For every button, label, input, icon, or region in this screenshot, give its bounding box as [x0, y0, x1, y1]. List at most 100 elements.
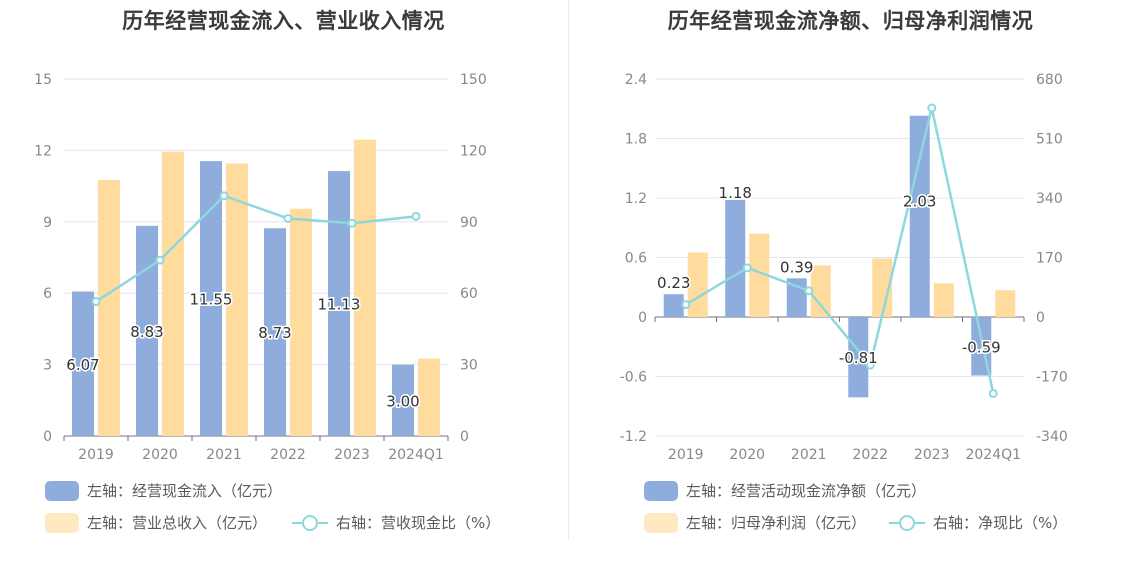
bar-secondary: [933, 283, 954, 317]
bar-secondary: [749, 233, 770, 317]
line-series: [685, 107, 995, 394]
x-tick-label: 2023: [914, 447, 950, 463]
x-tick-label: 2022: [270, 447, 306, 463]
legend-line-marker: [889, 513, 925, 533]
x-tick-label: 2019: [668, 447, 704, 463]
bar-secondary: [290, 208, 312, 436]
x-tick-label: 2023: [334, 447, 370, 463]
legend-swatch-orange: [644, 512, 678, 533]
chart-title: 历年经营现金流净额、归母净利润情况: [667, 9, 1034, 33]
y-right-tick-label: 0: [460, 429, 469, 445]
y-left-tick-label: 1.2: [625, 191, 647, 207]
data-label: 2.03: [903, 192, 936, 210]
y-right-tick-label: 30: [460, 358, 478, 374]
y-left-tick-label: -0.6: [620, 370, 647, 386]
data-label: 8.83: [130, 323, 163, 341]
bar-secondary: [162, 151, 184, 436]
data-label: -0.59: [962, 338, 1001, 356]
y-left-tick-label: -1.2: [620, 429, 647, 445]
x-tick-label: 2022: [852, 447, 888, 463]
y-right-tick-label: -340: [1036, 429, 1068, 445]
bar-primary: [264, 228, 286, 436]
data-label: 11.13: [318, 296, 361, 314]
line-point: [411, 211, 421, 221]
panel-divider: [568, 0, 569, 540]
y-left-tick-label: 3: [43, 358, 52, 374]
legend-swatch-blue: [644, 480, 678, 501]
legend-label: 左轴：归母净利润（亿元）: [686, 514, 867, 532]
line-point: [927, 103, 937, 113]
y-right-tick-label: 150: [460, 72, 487, 88]
bar-primary: [72, 291, 94, 436]
y-right-tick-label: 120: [460, 143, 487, 159]
chart-right-plot: -1.2 -340 -0.6 -170 0 0 0.6 170 1.2 340 1.8 510 2.4 6…: [620, 72, 1068, 463]
y-left-tick-label: 15: [34, 72, 52, 88]
y-left-tick-label: 1.8: [625, 132, 647, 148]
legend-item-cash-inflow[interactable]: 左轴：经营现金流入（亿元）: [45, 480, 282, 501]
bar-secondary: [687, 252, 708, 317]
y-left-tick-label: 9: [43, 215, 52, 231]
y-left-tick-label: 12: [34, 143, 52, 159]
legend-item-ratio[interactable]: 右轴：营收现金比（%）: [292, 512, 500, 533]
legend-label: 左轴：经营活动现金流净额（亿元）: [686, 482, 927, 500]
bar-secondary: [995, 290, 1016, 317]
bar-secondary: [354, 139, 376, 436]
x-tick-label: 2020: [729, 447, 765, 463]
data-label: 3.00: [386, 392, 419, 410]
legend-item-net-profit[interactable]: 左轴：归母净利润（亿元）: [644, 512, 866, 533]
line-point: [804, 286, 814, 296]
chart-left-plot: 0 0 3 30 6 60 9 90 12 120 15 150 2019 2020 2021 2022 202…: [34, 72, 487, 463]
y-right-tick-label: 170: [1036, 251, 1063, 267]
data-label: 11.55: [190, 291, 233, 309]
bar-secondary: [418, 358, 440, 436]
chart-title: 历年经营现金流入、营业收入情况: [122, 9, 445, 33]
chart-left: 历年经营现金流入、营业收入情况 0 0 3 30 6 60 9 90 12 120 15 150 201…: [34, 9, 500, 533]
data-label: 8.73: [258, 324, 291, 342]
y-left-tick-label: 0.6: [625, 251, 647, 267]
line-point: [681, 300, 691, 310]
line-point: [742, 263, 752, 273]
x-tick-label: 2024Q1: [388, 447, 444, 463]
legend-label: 左轴：营业总收入（亿元）: [87, 514, 268, 532]
line-point: [219, 191, 229, 201]
legend-line-marker: [292, 513, 328, 533]
line-series: [95, 194, 417, 303]
y-left-tick-label: 0: [43, 429, 52, 445]
line-point: [91, 297, 101, 307]
x-tick-label: 2019: [78, 447, 114, 463]
bar-secondary: [872, 258, 893, 317]
data-label: 0.23: [657, 274, 690, 292]
y-right-tick-label: 340: [1036, 191, 1063, 207]
data-label: 0.39: [780, 258, 813, 276]
legend-swatch-blue: [45, 480, 79, 501]
y-right-tick-label: 60: [460, 286, 478, 302]
x-tick-label: 2020: [142, 447, 178, 463]
y-right-tick-label: 680: [1036, 72, 1063, 88]
line-point: [347, 218, 357, 228]
legend-item-net-cash[interactable]: 左轴：经营活动现金流净额（亿元）: [644, 480, 926, 501]
data-label: 6.07: [66, 356, 99, 374]
x-tick-label: 2021: [206, 447, 242, 463]
bar-secondary: [98, 180, 120, 436]
legend-item-net-cash-ratio[interactable]: 右轴：净现比（%）: [889, 512, 1067, 533]
bar-primary: [200, 161, 222, 437]
y-left-tick-label: 2.4: [625, 72, 647, 88]
bar-primary: [136, 225, 158, 436]
x-tick-label: 2021: [791, 447, 827, 463]
legend-item-revenue[interactable]: 左轴：营业总收入（亿元）: [45, 512, 267, 533]
line-point: [865, 360, 875, 370]
y-right-tick-label: 90: [460, 215, 478, 231]
bar-secondary: [810, 265, 831, 317]
bar-primary: [725, 199, 746, 317]
chart-right: 历年经营现金流净额、归母净利润情况 -1.2 -340 -0.6 -170 0 0 0.6 1…: [567, 0, 1134, 582]
x-tick-label: 2024Q1: [965, 447, 1021, 463]
legend-label: 右轴：营收现金比（%）: [336, 514, 501, 532]
line-point: [283, 213, 293, 223]
y-right-tick-label: -170: [1036, 370, 1068, 386]
y-right-tick-label: 510: [1036, 132, 1063, 148]
bar-primary: [328, 171, 350, 436]
bar-secondary: [226, 163, 248, 437]
line-point: [988, 388, 998, 398]
bar-primary: [848, 317, 869, 398]
bar-primary: [909, 115, 930, 317]
